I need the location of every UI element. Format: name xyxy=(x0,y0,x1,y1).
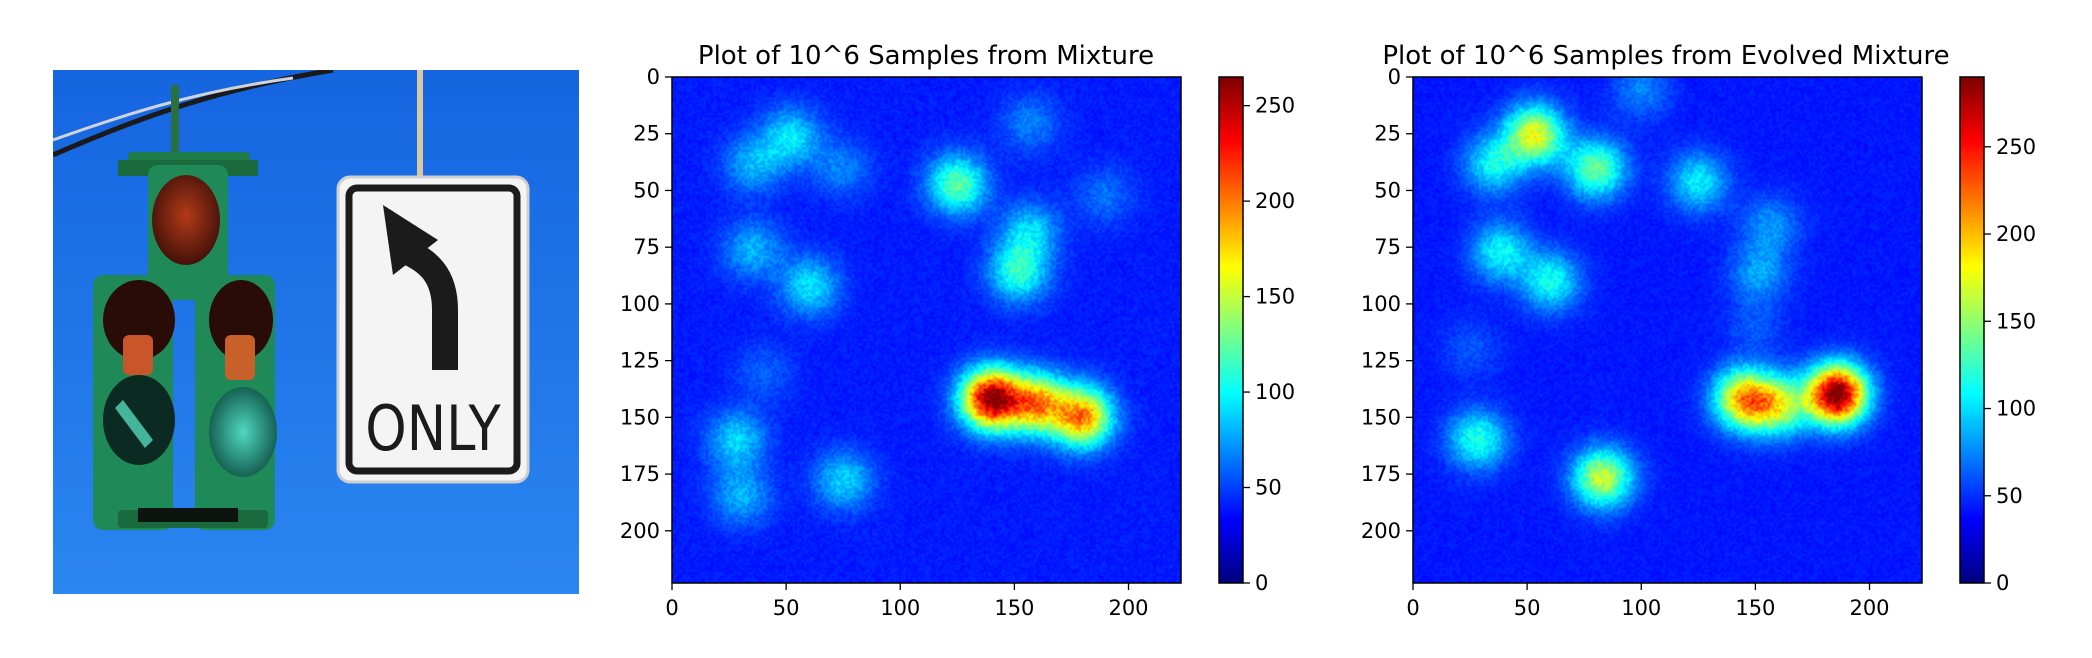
x-tick-label: 0 xyxy=(1406,596,1419,620)
y-tick-label: 200 xyxy=(1361,519,1401,543)
sign-text: ONLY xyxy=(365,393,501,465)
colorbar-2-image xyxy=(1960,77,1984,583)
y-tick-label: 175 xyxy=(620,462,660,486)
heatmap-2-image xyxy=(1413,77,1922,583)
y-tick-label: 75 xyxy=(1374,235,1401,259)
plot-2-title: Plot of 10^6 Samples from Evolved Mixtur… xyxy=(1382,41,1949,71)
x-tick-label: 200 xyxy=(1849,596,1889,620)
colorbar-tick-label: 150 xyxy=(1996,309,2036,333)
x-tick-label: 100 xyxy=(1621,596,1661,620)
colorbar-tick-label: 100 xyxy=(1255,380,1295,404)
y-tick-label: 125 xyxy=(1361,349,1401,373)
colorbar-tick-label: 50 xyxy=(1255,476,1282,500)
colorbar-tick-label: 0 xyxy=(1255,571,1268,595)
colorbar-tick-label: 0 xyxy=(1996,571,2009,595)
x-tick-label: 200 xyxy=(1108,596,1148,620)
traffic-light-photo: ONLY xyxy=(53,70,579,594)
y-tick-label: 50 xyxy=(633,178,660,202)
x-tick-label: 100 xyxy=(880,596,920,620)
heatmap-2-frame xyxy=(1412,76,1923,584)
x-tick-label: 50 xyxy=(1514,596,1541,620)
colorbar-tick-label: 200 xyxy=(1996,222,2036,246)
y-tick-label: 150 xyxy=(1361,405,1401,429)
colorbar-2-frame xyxy=(1959,76,1985,584)
x-tick-label: 150 xyxy=(994,596,1034,620)
x-tick-label: 0 xyxy=(665,596,678,620)
y-tick-label: 100 xyxy=(1361,292,1401,316)
traffic-light-icon xyxy=(93,85,277,530)
colorbar-tick-label: 250 xyxy=(1996,135,2036,159)
y-tick-label: 75 xyxy=(633,235,660,259)
y-tick-label: 0 xyxy=(1388,65,1401,89)
only-sign-icon: ONLY xyxy=(336,175,530,484)
colorbar-tick-label: 150 xyxy=(1255,285,1295,309)
heatmap-plot-2: Plot of 10^6 Samples from Evolved Mixtur… xyxy=(1361,41,2036,620)
heatmap-plot-1: Plot of 10^6 Samples from Mixture 0 50 100… xyxy=(620,41,1295,620)
y-tick-label: 175 xyxy=(1361,462,1401,486)
colorbar-tick-label: 250 xyxy=(1255,94,1295,118)
colorbar-1-image xyxy=(1219,77,1243,583)
colorbar-1-frame xyxy=(1218,76,1244,584)
y-tick-label: 100 xyxy=(620,292,660,316)
colorbar-tick-label: 200 xyxy=(1255,189,1295,213)
x-tick-label: 150 xyxy=(1735,596,1775,620)
y-tick-label: 200 xyxy=(620,519,660,543)
heatmap-1-frame xyxy=(671,76,1182,584)
plot-1-title: Plot of 10^6 Samples from Mixture xyxy=(698,41,1154,71)
y-tick-label: 125 xyxy=(620,349,660,373)
y-tick-label: 150 xyxy=(620,405,660,429)
y-tick-label: 25 xyxy=(1374,122,1401,146)
heatmap-1-image xyxy=(672,77,1181,583)
x-tick-label: 50 xyxy=(773,596,800,620)
y-tick-label: 50 xyxy=(1374,178,1401,202)
colorbar-tick-label: 100 xyxy=(1996,397,2036,421)
y-tick-label: 25 xyxy=(633,122,660,146)
colorbar-tick-label: 50 xyxy=(1996,484,2023,508)
y-tick-label: 0 xyxy=(647,65,660,89)
